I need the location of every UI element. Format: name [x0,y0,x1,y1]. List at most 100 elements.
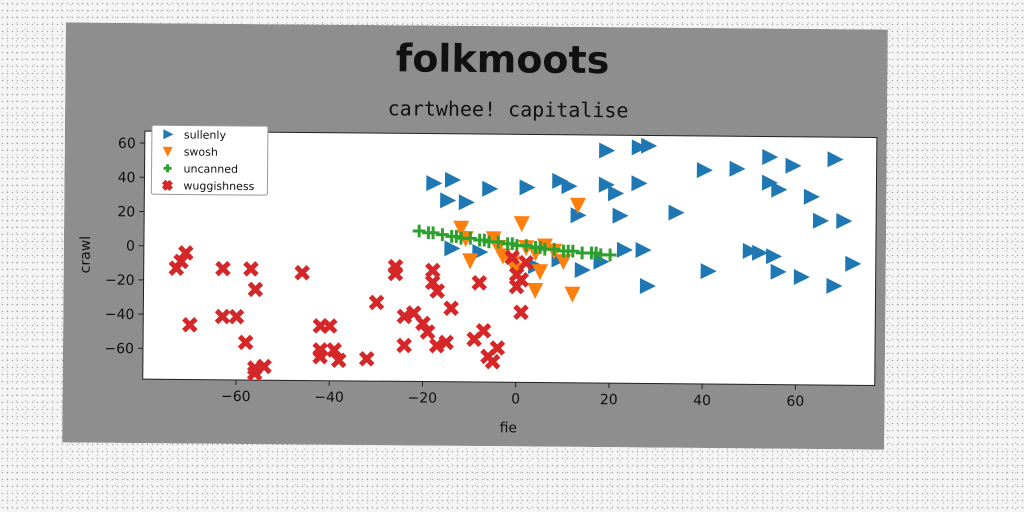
point-sullenly [836,212,853,229]
y-tick-label: −40 [105,307,135,323]
point-swosh [564,286,581,303]
point-sullenly [762,149,779,166]
point-sullenly [845,255,862,272]
legend-label: sullenly [184,128,227,141]
point-uncanned [505,237,519,251]
point-wuggishness [518,254,534,271]
point-sullenly [827,151,844,168]
y-axis-ticks: −60 −40 −20 0 20 40 60 [104,136,145,357]
point-wuggishness [513,304,529,321]
point-wuggishness [182,316,198,333]
legend-label: wuggishness [183,179,254,193]
point-sullenly [444,240,461,257]
point-wuggishness [173,253,189,270]
y-axis-label: crawl [78,236,94,274]
point-sullenly [668,204,685,221]
point-sullenly [608,185,625,202]
x-tick-label: 20 [600,392,618,408]
chart-title: folkmoots [396,36,610,82]
data-marks [168,137,862,382]
x-axis-label: fie [500,420,518,436]
point-wuggishness [513,271,530,288]
point-wuggishness [475,322,492,339]
point-wuggishness [387,265,404,282]
point-sullenly [426,175,443,192]
point-wuggishness [321,318,338,334]
point-sullenly [631,175,648,192]
point-sullenly [570,207,587,224]
point-uncanned [561,244,575,258]
point-sullenly [700,263,717,280]
point-sullenly [761,174,779,191]
point-uncanned [533,241,547,254]
point-wuggishness [504,249,520,266]
x-tick-label: −20 [407,390,437,406]
point-wuggishness [396,308,413,325]
point-wuggishness [228,308,245,325]
legend-box [150,124,269,196]
point-uncanned [435,228,449,242]
y-tick-label: 60 [118,136,136,152]
point-wuggishness [256,358,272,375]
point-swosh [513,216,530,233]
series-wuggishness [168,245,534,382]
point-uncanned [412,224,426,238]
point-uncanned [491,235,505,249]
point-wuggishness [489,340,506,356]
point-sullenly [696,162,713,179]
point-wuggishness [428,337,445,354]
chart-subtitle: cartwhee! capitalise [388,96,629,122]
point-uncanned [477,233,491,247]
point-wuggishness [471,275,488,291]
point-swosh [462,253,479,270]
point-sullenly [803,188,820,205]
y-tick-label: 20 [117,204,135,220]
point-sullenly [742,242,759,259]
point-sullenly [641,137,658,154]
point-wuggishness [438,334,454,351]
point-swosh [485,231,502,248]
point-wuggishness [330,352,347,369]
point-sullenly [482,180,499,197]
point-uncanned [463,231,477,245]
point-wuggishness [237,334,254,351]
y-tick-label: −20 [105,273,135,289]
legend-marker-wuggishness [161,179,173,191]
legend-label: swosh [184,145,218,158]
point-sullenly [771,181,788,198]
legend-marker-sullenly [163,129,174,140]
point-sullenly [574,261,591,278]
series-uncanned [412,224,617,262]
y-tick-label: 40 [118,170,136,186]
point-sullenly [765,248,783,265]
legend: sullenly swosh uncanned wuggishness [150,124,269,196]
point-sullenly [440,192,457,209]
point-sullenly [785,157,802,174]
point-sullenly [458,194,475,211]
x-tick-label: −40 [314,390,344,406]
point-wuggishness [312,348,328,365]
point-wuggishness [214,308,231,325]
point-uncanned [449,230,463,243]
point-sullenly [612,207,629,224]
legend-label: uncanned [184,162,239,175]
point-sullenly [561,178,578,195]
point-wuggishness [484,353,501,370]
point-sullenly [598,176,615,193]
legend-marker-uncanned [163,164,172,173]
point-wuggishness [358,351,375,367]
point-uncanned [603,248,617,262]
point-uncanned [422,226,435,240]
legend-marker-swosh [162,146,173,157]
point-uncanned [547,242,561,256]
x-tick-label: 40 [693,393,711,409]
point-sullenly [599,142,616,159]
x-tick-label: −60 [221,389,251,405]
point-sullenly [519,179,536,196]
point-sullenly [631,139,648,156]
point-swosh [532,264,549,281]
point-sullenly [616,241,633,258]
point-wuggishness [247,281,264,298]
point-sullenly [729,160,746,177]
point-sullenly [552,172,569,189]
